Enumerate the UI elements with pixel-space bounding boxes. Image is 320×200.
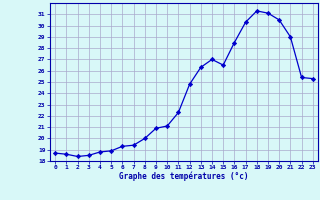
X-axis label: Graphe des températures (°c): Graphe des températures (°c) xyxy=(119,172,249,181)
